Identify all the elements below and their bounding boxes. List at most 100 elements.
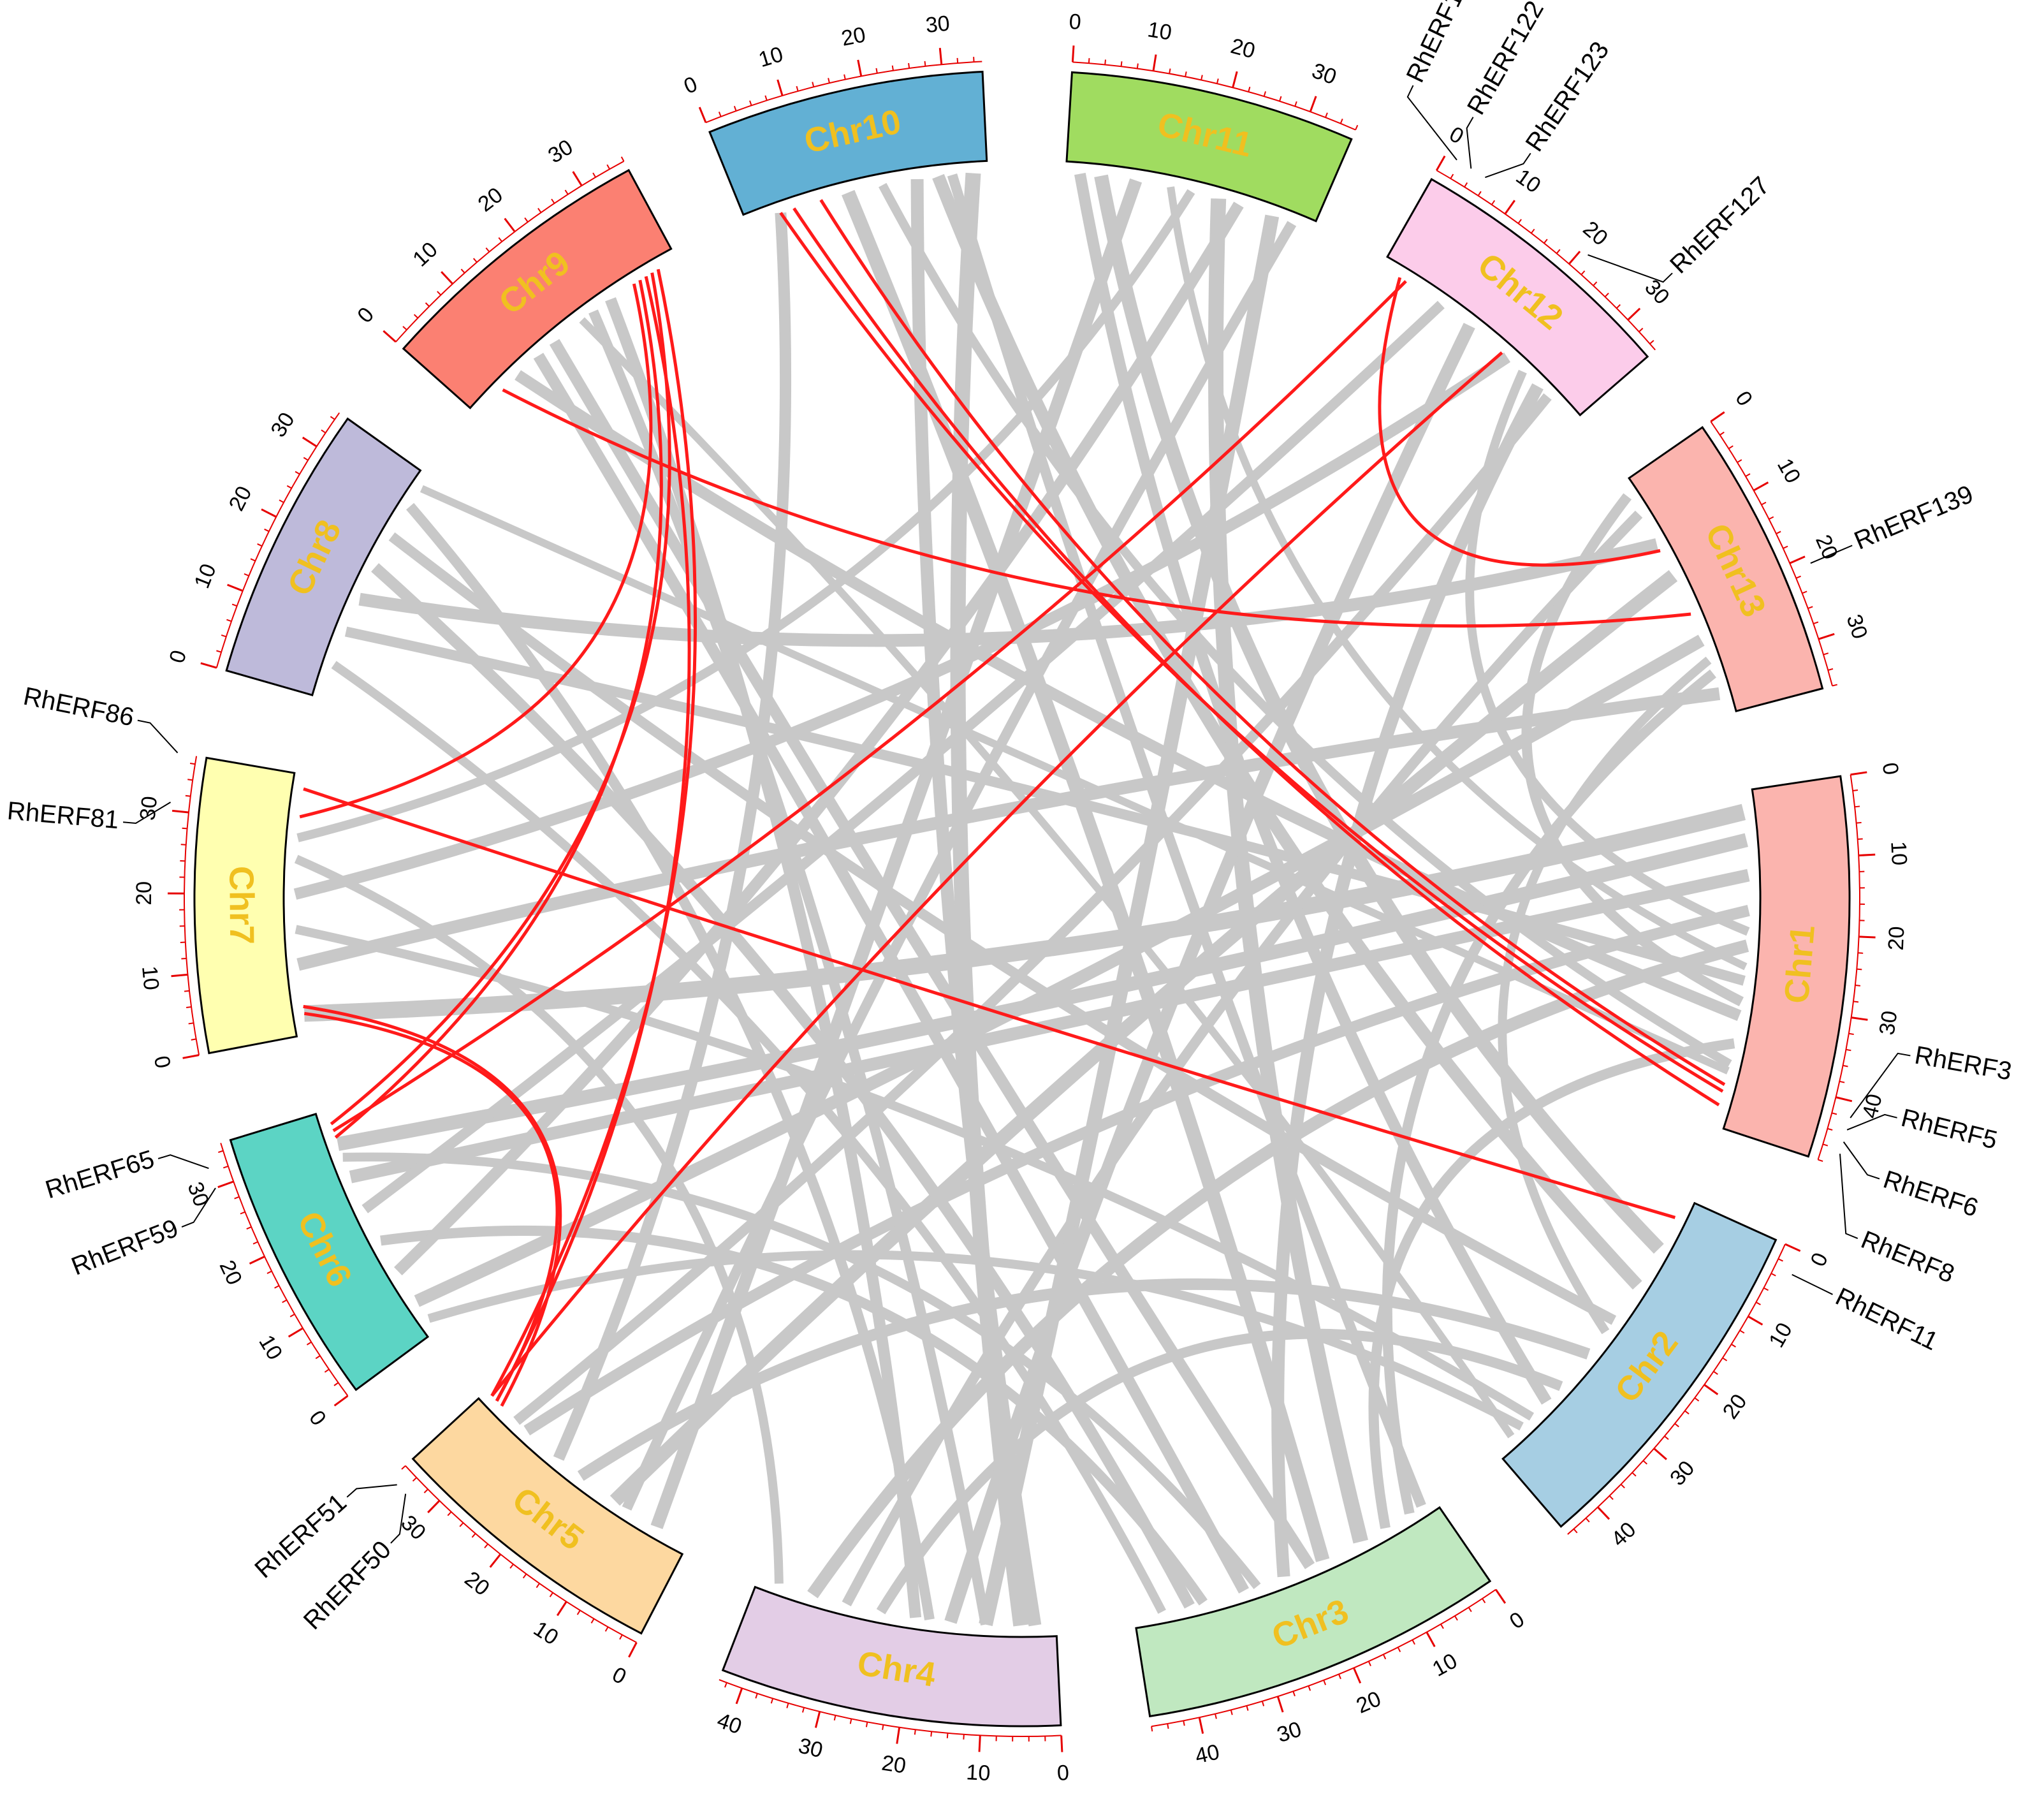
tick [250,558,256,562]
tick [186,1006,192,1009]
tick [1713,1370,1718,1375]
tick [1276,1696,1284,1713]
gene-rherf65: RhERF65 [42,1145,209,1204]
tick-label: 0 [1069,10,1082,34]
tick [1827,1127,1833,1131]
tick [1776,531,1781,534]
tick [1169,68,1171,74]
tick [1684,1410,1690,1415]
tick [1435,155,1446,171]
tick [1120,61,1123,67]
tick [324,1368,330,1373]
chr11-band [1065,71,1353,223]
tick [295,471,300,475]
tick [1858,853,1876,856]
tick [1739,1330,1745,1334]
tick-label: 0 [1505,1607,1529,1634]
tick [321,429,326,434]
tick [1412,1639,1415,1645]
tick [1482,1598,1486,1604]
tick [1308,1685,1311,1691]
tick [755,1693,758,1699]
tick-label: 20 [474,183,507,217]
tick-label: 10 [1886,840,1911,866]
tick [1246,1705,1249,1711]
grey-link-4 [523,905,1750,1435]
chromosome-chr7: 0 10 20 30 Chr7 [132,756,298,1070]
tick-label: 10 [1429,1648,1461,1682]
tick [1851,1016,1868,1021]
tick [282,1299,288,1303]
tick [764,95,768,101]
tick [303,457,309,461]
chr10-band [708,70,988,216]
chr8-band [225,417,422,696]
tick [865,1722,868,1727]
tick [288,1327,303,1338]
tick-label: 40 [1858,1092,1887,1121]
tick [412,1477,418,1482]
tick [537,208,542,213]
tick [564,189,569,195]
tick-label: 10 [189,561,221,592]
tick [1728,445,1734,450]
tick [604,1626,609,1632]
grey-link-10 [1167,186,1748,971]
tick [171,973,188,978]
tick [963,1734,965,1740]
tick [330,416,335,420]
gene-leader-line [346,1484,397,1498]
tick [1104,59,1106,65]
tick [1770,1273,1776,1277]
tick [796,85,799,92]
tick [1261,1701,1265,1706]
tick [1802,590,1807,594]
tick [333,1395,349,1407]
tick [1719,431,1725,436]
tick [1338,1674,1341,1680]
gene-rherf6: RhERF6 [1843,1141,1982,1222]
tick [1450,173,1454,179]
chr12-band [1386,178,1649,416]
grey-link-40 [293,352,1511,900]
tick [484,1543,488,1549]
gene-label: RhERF122 [1462,0,1549,119]
chr7-band [193,756,298,1055]
tick [252,1241,258,1245]
tick-label: 10 [1146,17,1173,45]
grey-synteny-links [293,172,1750,1627]
tick [427,1500,441,1513]
tick [509,1564,514,1569]
tick [592,172,597,178]
gene-label: RhERF86 [21,682,136,732]
tick [1426,1631,1436,1647]
tick [1088,58,1090,64]
tick [1530,228,1535,234]
grey-link-27 [944,323,1475,1624]
tick [875,68,878,73]
tick [1722,1357,1728,1361]
tick [1710,411,1725,423]
tick [244,573,249,576]
tick [437,291,442,296]
tick-label: 10 [966,1760,991,1786]
tick [1807,606,1813,610]
tick [182,1053,200,1059]
tick [1818,1159,1823,1163]
chr6-band [229,1113,430,1391]
tick [1855,805,1860,808]
tick [180,844,186,846]
grey-link-21 [533,353,1250,1594]
red-link-10 [303,787,1676,1219]
gene-leader-line [1846,1113,1897,1131]
red-link-2 [792,207,1720,1106]
gene-rherf118: RhERF118 [1401,0,1480,161]
tick [1355,124,1359,131]
tick [1477,191,1482,196]
gene-leader-line [1843,1141,1880,1180]
tick [249,1256,265,1265]
gene-leader-line [157,1154,209,1170]
tick [221,634,227,638]
tick [200,662,217,669]
